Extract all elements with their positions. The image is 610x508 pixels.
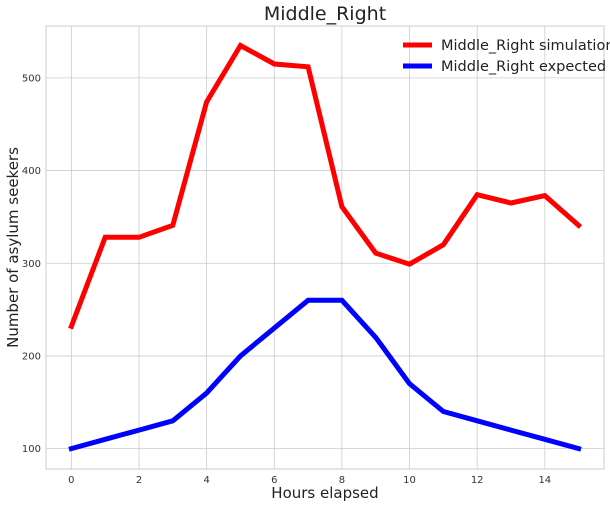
- chart-title: Middle_Right: [264, 3, 386, 25]
- series-lines: [68, 42, 583, 452]
- series-line-simulation: [68, 42, 583, 330]
- y-tick-label: 100: [22, 444, 41, 455]
- x-tick-label: 10: [403, 475, 416, 486]
- plot-frame: [45, 25, 605, 470]
- y-tick-label: 200: [22, 351, 41, 362]
- x-tick-label: 8: [339, 475, 345, 486]
- y-tick-label: 300: [22, 259, 41, 270]
- x-tick-label: 14: [538, 475, 551, 486]
- x-tick-label: 12: [471, 475, 484, 486]
- x-tick-label: 6: [271, 475, 277, 486]
- y-axis-title: Number of asylum seekers: [4, 147, 22, 348]
- series-line-expected: [68, 297, 582, 452]
- x-axis-title: Hours elapsed: [271, 484, 378, 502]
- tick-labels: 0 2 4 6 8 10 12 14 100 200 300 400 500: [22, 73, 551, 486]
- legend-label: Middle_Right simulation: [441, 38, 610, 54]
- legend: Middle_Right simulation Middle_Right expe…: [403, 38, 610, 75]
- x-tick-label: 2: [136, 475, 142, 486]
- x-tick-label: 0: [68, 475, 74, 486]
- x-tick-label: 4: [203, 475, 209, 486]
- legend-label: Middle_Right expected: [441, 59, 606, 75]
- y-tick-label: 500: [22, 73, 41, 84]
- y-tick-label: 400: [22, 166, 41, 177]
